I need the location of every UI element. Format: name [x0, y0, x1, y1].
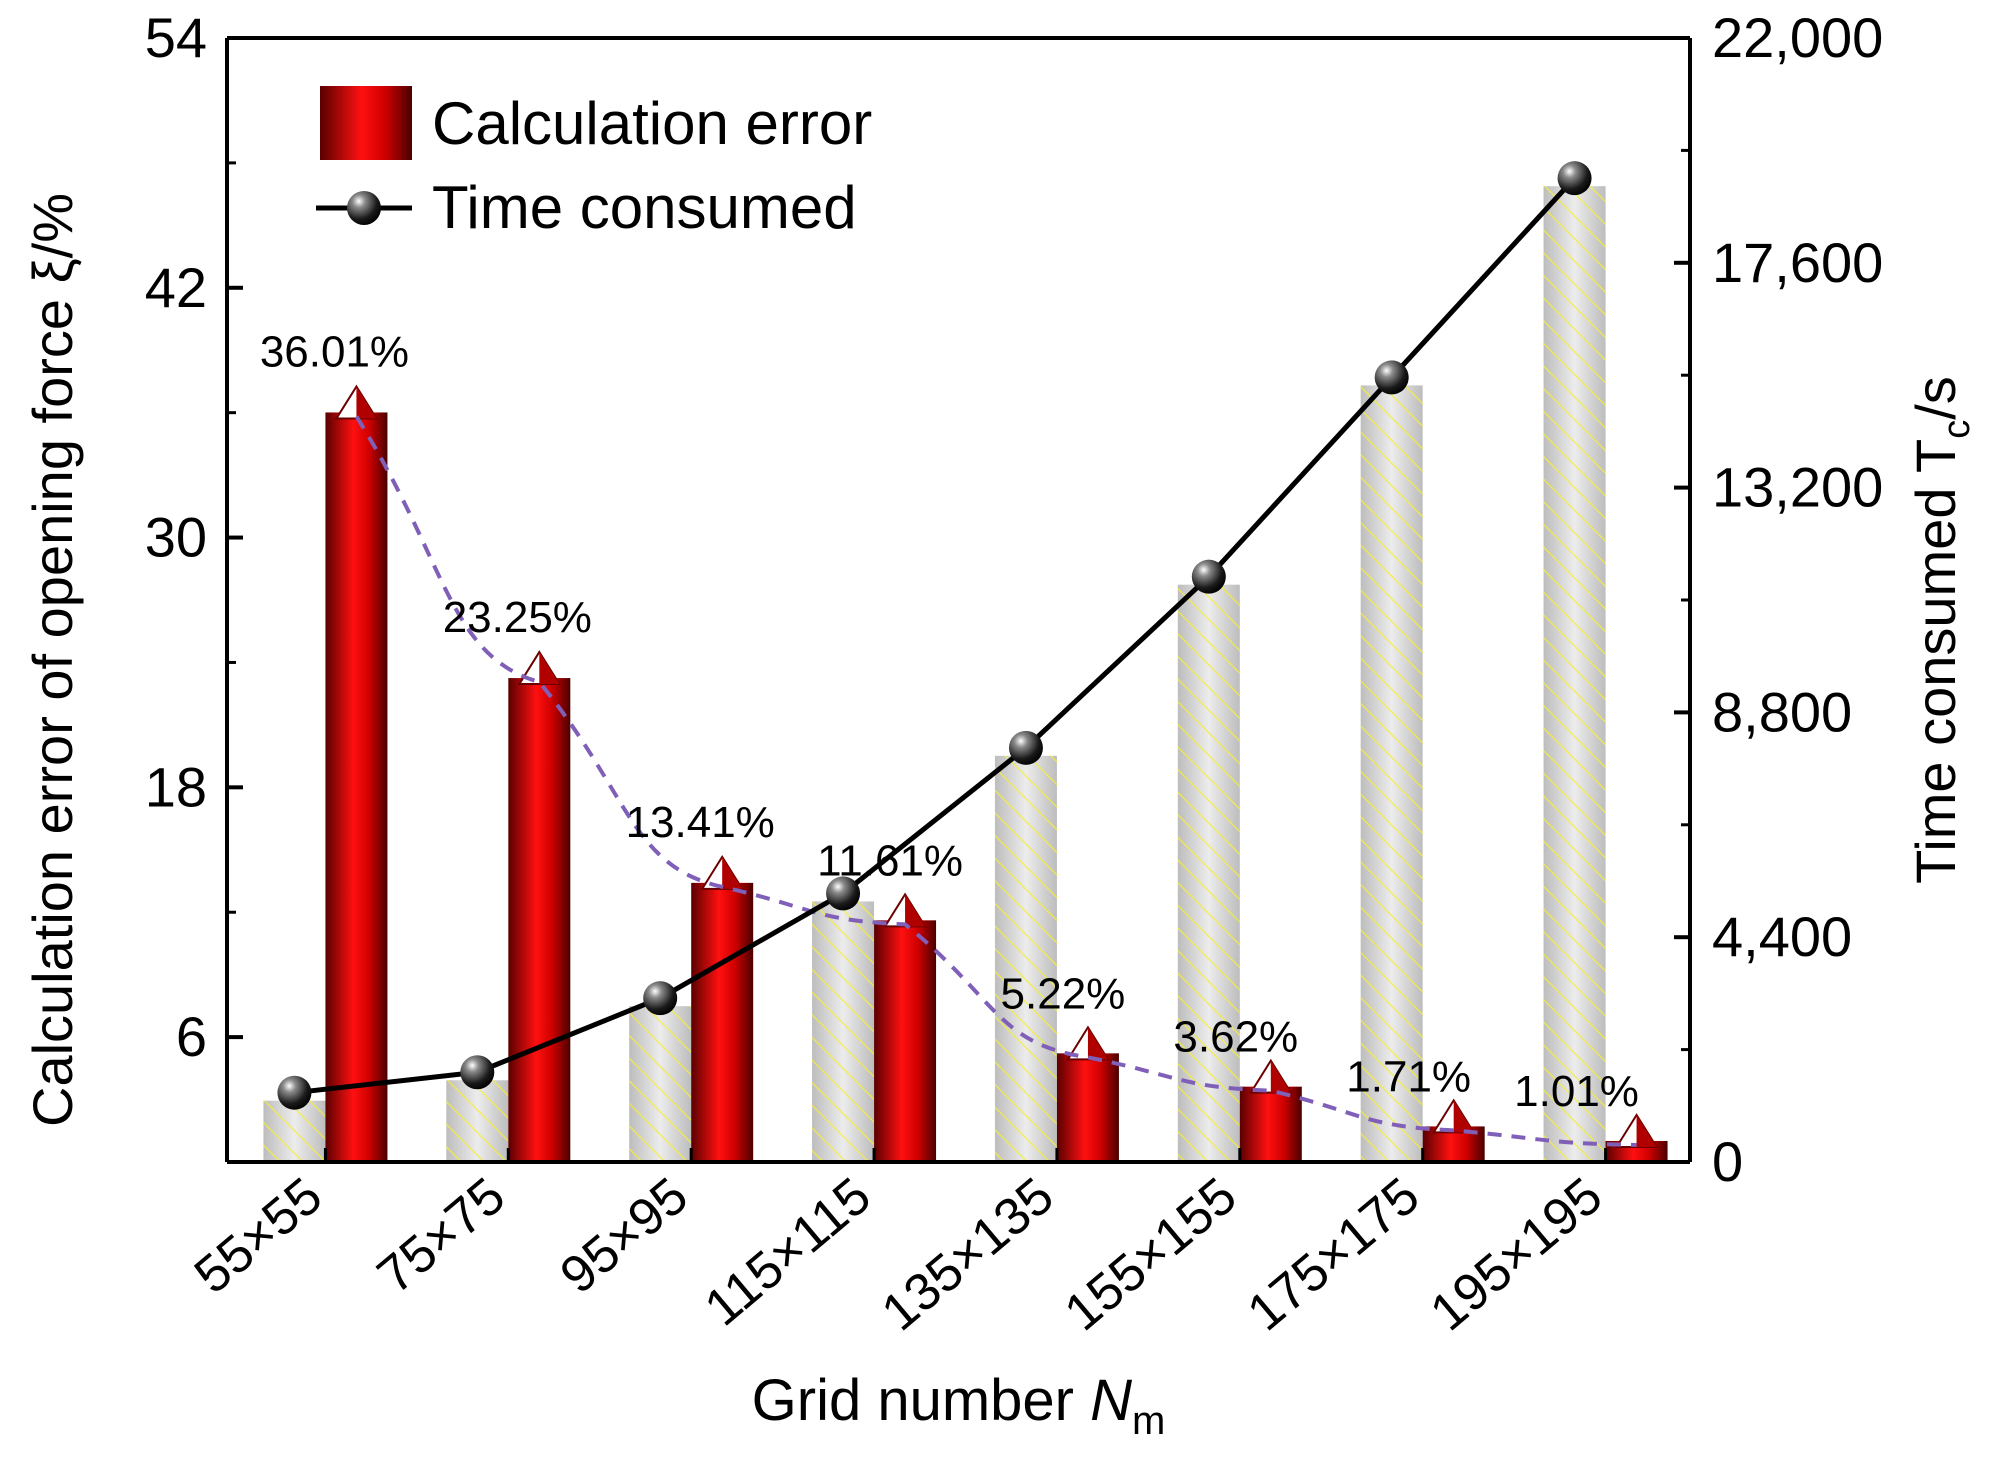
right-axis-title-suffix: /s — [1904, 376, 1967, 420]
time-point — [1557, 161, 1592, 196]
time-bars-group — [263, 186, 1606, 1162]
legend-entry-error: Calculation error — [320, 86, 872, 160]
time-bar — [1543, 186, 1606, 1162]
error-marker-shade — [722, 856, 743, 889]
time-bar-hatch — [1360, 385, 1423, 1162]
error-data-label: 11.61% — [817, 836, 963, 885]
error-data-label: 1.01% — [1514, 1067, 1639, 1116]
error-marker-shade — [905, 894, 926, 927]
time-point — [826, 876, 861, 911]
time-point — [1191, 559, 1226, 594]
legend-swatch-error — [320, 86, 412, 160]
error-marker-shade — [1270, 1060, 1291, 1093]
error-bar — [874, 920, 937, 1162]
legend-label-error: Calculation error — [432, 90, 872, 157]
error-marker — [883, 892, 927, 928]
x-axis-title-subscript: m — [1132, 1399, 1165, 1443]
error-bar — [1239, 1086, 1302, 1162]
left-tick-label: 42 — [145, 256, 207, 319]
right-tick-label: 4,400 — [1712, 905, 1852, 968]
error-data-label: 1.71% — [1346, 1052, 1471, 1101]
legend-entry-time: Time consumed — [316, 174, 857, 241]
right-axis-title-subscript: c — [1936, 420, 1978, 439]
error-marker — [1249, 1058, 1293, 1094]
right-tick-label: 0 — [1712, 1130, 1743, 1193]
x-tick-label: 155×155 — [1054, 1167, 1247, 1342]
x-axis-title-symbol: N — [1090, 1368, 1132, 1433]
time-bar — [1360, 385, 1423, 1162]
time-bar-hatch — [1177, 584, 1240, 1162]
legend-label-time: Time consumed — [432, 174, 857, 241]
error-data-label: 13.41% — [626, 798, 775, 847]
right-axis-title: Time consumed Tc/s — [1904, 376, 1978, 884]
error-trend-group — [334, 384, 1659, 1148]
legend: Calculation error Time consumed — [316, 86, 872, 241]
left-tick-label: 6 — [176, 1005, 207, 1068]
error-data-label: 3.62% — [1173, 1013, 1298, 1062]
right-tick-label: 8,800 — [1712, 680, 1852, 743]
error-marker-shade — [1453, 1100, 1474, 1133]
error-marker-shade — [356, 386, 377, 419]
x-tick-label: 175×175 — [1237, 1167, 1430, 1342]
time-point — [460, 1055, 495, 1090]
left-tick-label: 18 — [145, 755, 207, 818]
error-bar — [325, 412, 388, 1163]
x-axis-title: Grid number Nm — [752, 1368, 1166, 1443]
left-axis-title: Calculation error of opening force ξ/% — [21, 193, 84, 1127]
x-tick-label: 135×135 — [871, 1167, 1064, 1342]
axes-group: 54 42 30 18 6 22,000 17,600 13,200 8,800 4,400 0 55… — [21, 6, 1978, 1443]
error-marker-shade — [1636, 1114, 1657, 1147]
right-tick-label: 17,600 — [1712, 231, 1883, 294]
error-marker — [1614, 1113, 1659, 1148]
x-tick-label: 55×55 — [184, 1167, 333, 1305]
error-bar — [1056, 1053, 1119, 1162]
error-marker — [700, 854, 744, 890]
x-tick-label: 95×95 — [550, 1167, 699, 1305]
error-bar — [508, 678, 571, 1162]
time-point — [277, 1075, 312, 1110]
error-marker — [1431, 1098, 1476, 1134]
error-data-label: 23.25% — [443, 593, 592, 642]
time-bar — [994, 755, 1057, 1162]
time-bar — [1177, 584, 1240, 1162]
time-line — [294, 176, 1577, 1096]
time-line-group — [277, 161, 1592, 1110]
error-data-label: 36.01% — [260, 327, 409, 376]
error-marker-shade — [1087, 1027, 1108, 1060]
error-bar — [691, 882, 754, 1162]
time-bar — [629, 1006, 692, 1162]
time-bar — [263, 1100, 326, 1162]
error-trend-line — [354, 415, 1637, 1147]
right-tick-label: 22,000 — [1712, 6, 1883, 69]
left-tick-label: 30 — [145, 506, 207, 569]
time-bar-hatch — [812, 901, 875, 1162]
error-marker — [334, 384, 379, 420]
time-bar-hatch — [1543, 186, 1606, 1162]
error-data-label: 5.22% — [1001, 969, 1126, 1018]
x-tick-label: 75×75 — [367, 1167, 516, 1305]
time-bar — [446, 1080, 509, 1162]
time-bar-hatch — [629, 1006, 692, 1162]
x-tick-label: 115×115 — [694, 1167, 882, 1338]
time-point — [1374, 360, 1409, 395]
data-labels-group: 36.01% 23.25% 13.41% 11.61% 5.22% 3.62% 1.71% 1… — [260, 327, 1639, 1116]
left-tick-label: 54 — [145, 6, 207, 69]
time-bar — [812, 901, 875, 1162]
right-axis-title-main: Time consumed T — [1904, 439, 1967, 884]
time-point — [1008, 730, 1043, 765]
time-bar-hatch — [446, 1080, 509, 1162]
error-bars-group — [325, 412, 1668, 1163]
x-tick-label: 195×195 — [1420, 1167, 1613, 1342]
time-bar-hatch — [263, 1100, 326, 1162]
time-bar-hatch — [994, 755, 1057, 1162]
error-marker — [517, 650, 562, 686]
time-point — [643, 981, 678, 1016]
x-axis-title-main: Grid number — [752, 1368, 1090, 1433]
error-marker-shade — [539, 652, 560, 685]
legend-marker-time — [347, 191, 381, 225]
right-tick-label: 13,200 — [1712, 456, 1883, 519]
